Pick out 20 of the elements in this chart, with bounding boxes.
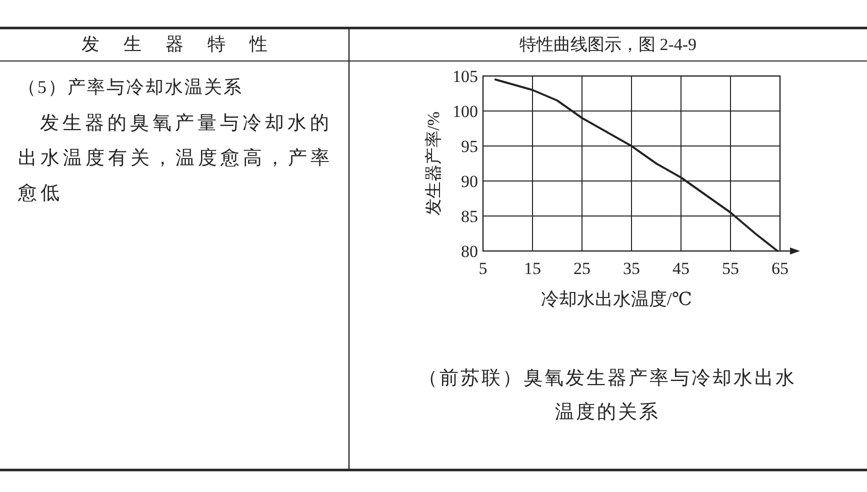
x-tick-label: 35 — [623, 259, 640, 278]
x-tick-label: 5 — [478, 259, 488, 278]
y-tick-label: 90 — [461, 172, 478, 191]
y-tick-label: 85 — [461, 207, 478, 226]
x-axis-title: 冷却水出水温度/℃ — [540, 289, 692, 309]
y-axis-title: 发生器产率/% — [424, 112, 443, 216]
y-tick-label: 80 — [461, 242, 478, 261]
x-tick-label: 15 — [524, 259, 541, 278]
y-tick-label: 95 — [461, 137, 478, 156]
chart-title: 特性曲线图示，图 2-4-9 — [518, 34, 698, 56]
x-tick-label: 65 — [772, 259, 788, 278]
text: 发生器的臭氧产量与冷却水的出水温度有关，温度愈高，产率愈低 — [18, 112, 334, 206]
y-tick-label: 105 — [452, 67, 478, 86]
text: （前苏联）臭氧发生器产率与冷却水出水温度的关系 — [418, 367, 798, 425]
text: 发生器特性 — [80, 33, 292, 56]
x-tick-label: 25 — [574, 259, 590, 278]
y-tick-label: 100 — [452, 102, 478, 121]
text: （5）产率与冷却水温关系 — [18, 76, 244, 99]
x-tick-label: 45 — [672, 259, 690, 278]
x-tick-label: 55 — [722, 259, 739, 278]
